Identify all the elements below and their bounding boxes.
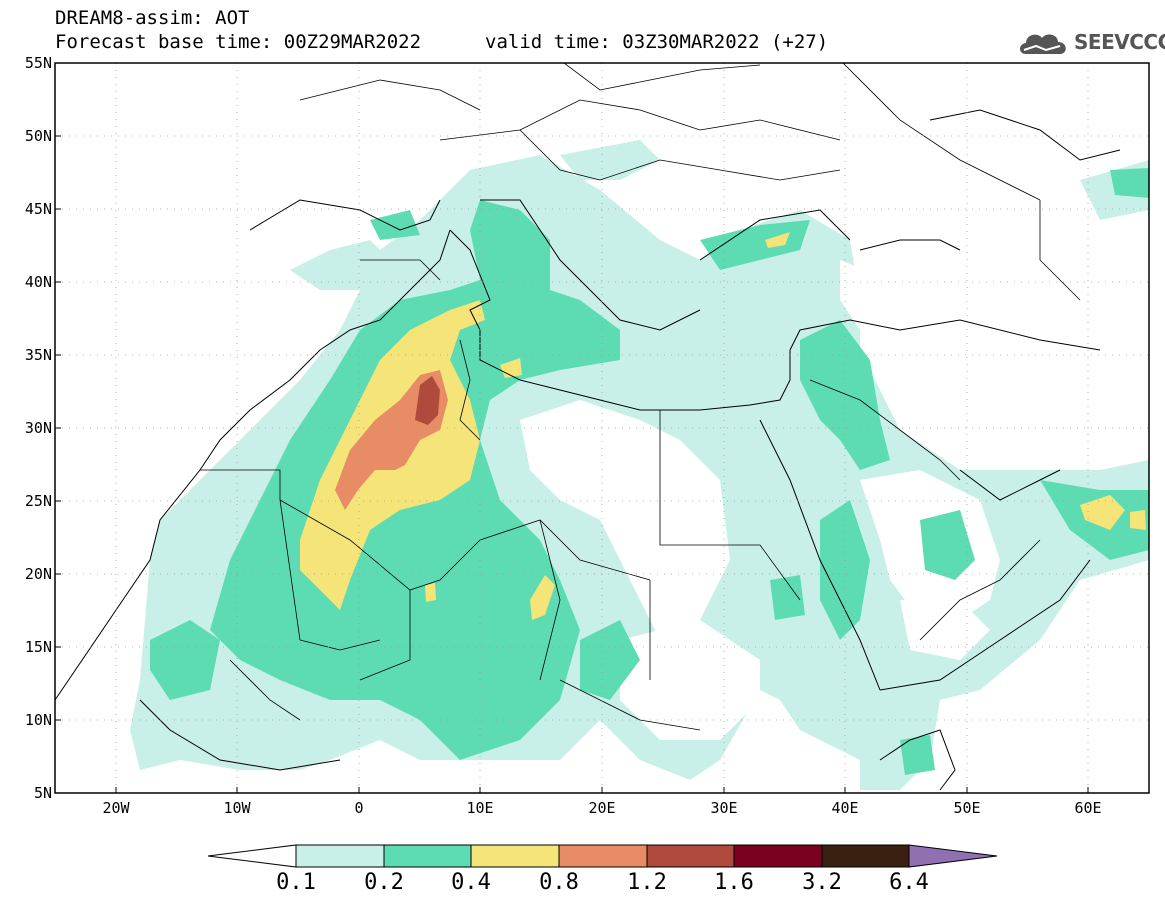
lat-label: 35N (24, 346, 52, 364)
country-borders (200, 63, 1081, 731)
lon-label: 20E (588, 799, 616, 817)
lon-label: 10E (466, 799, 494, 817)
lon-label: 30E (710, 799, 738, 817)
lat-label: 25N (24, 492, 52, 510)
aot-peak-contours (415, 376, 440, 425)
logo-text: SEEVCCC (1074, 30, 1165, 54)
seevccc-logo: SEEVCCC (1016, 28, 1165, 58)
lon-label: 40E (831, 799, 859, 817)
axis-ticks (55, 135, 1089, 793)
colorbar-swatch (470, 844, 560, 868)
colorbar-label: 1.2 (627, 870, 667, 895)
aot-field (55, 63, 1149, 793)
lat-label: 5N (33, 784, 52, 802)
aot-clear-areas (520, 260, 1100, 740)
lon-label: 0 (354, 799, 364, 817)
lat-label: 50N (24, 127, 52, 145)
colorbar-label: 0.8 (539, 870, 579, 895)
colorbar-swatch (295, 844, 385, 868)
cloud-icon (1020, 34, 1066, 54)
coastlines (55, 109, 1121, 791)
lon-label: 50E (953, 799, 981, 817)
lon-label: 60E (1074, 799, 1102, 817)
colorbar-swatch (646, 844, 735, 868)
lat-label: 20N (24, 565, 52, 583)
base-time: Forecast base time: 00Z29MAR2022 (55, 31, 422, 53)
colorbar-label: 3.2 (802, 870, 842, 895)
valid-time: valid time: 03Z30MAR2022 (+27) (485, 31, 829, 53)
colorbar-under-arrow (207, 844, 297, 868)
colorbar-swatch (821, 844, 910, 868)
lat-label: 30N (24, 419, 52, 437)
lat-label: 10N (24, 711, 52, 729)
lon-label: 10W (223, 799, 251, 817)
colorbar-label: 0.1 (276, 870, 316, 895)
colorbar-swatch (733, 844, 823, 868)
colorbar-label: 6.4 (889, 870, 929, 895)
colorbar-label: 1.6 (714, 870, 754, 895)
product-title: DREAM8-assim: AOT (55, 7, 250, 29)
lat-label: 55N (24, 54, 52, 72)
lat-label: 45N (24, 200, 52, 218)
colorbar-over-arrow (908, 844, 998, 868)
colorbar-label: 0.4 (451, 870, 491, 895)
colorbar-label: 0.2 (364, 870, 404, 895)
lon-label: 20W (102, 799, 130, 817)
colorbar-swatch (383, 844, 472, 868)
lat-label: 40N (24, 273, 52, 291)
colorbar (207, 844, 998, 868)
colorbar-swatch (558, 844, 648, 868)
lat-label: 15N (24, 638, 52, 656)
graticule (55, 63, 1149, 793)
